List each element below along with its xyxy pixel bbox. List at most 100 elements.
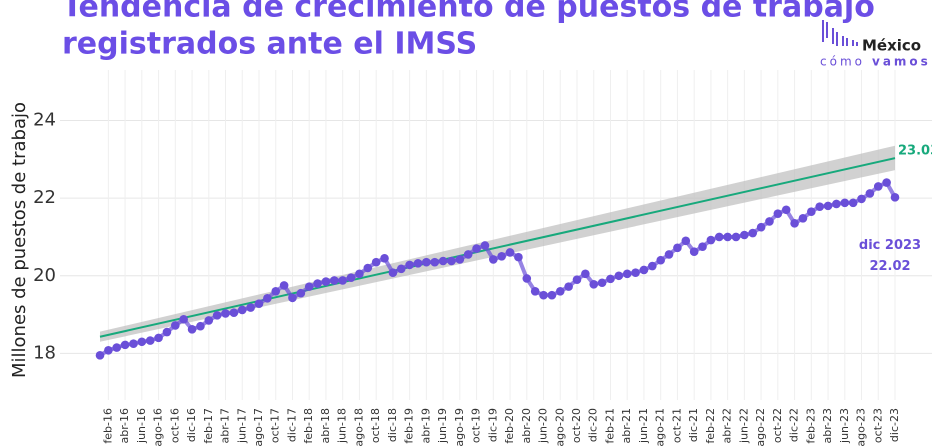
data-point bbox=[865, 189, 875, 198]
data-point bbox=[555, 286, 565, 296]
data-point bbox=[597, 278, 607, 288]
x-tick-label: dic-22 bbox=[788, 408, 801, 442]
data-point bbox=[798, 214, 808, 223]
data-point bbox=[221, 309, 230, 318]
data-point bbox=[313, 279, 322, 288]
data-point bbox=[489, 255, 498, 264]
data-point bbox=[698, 242, 707, 251]
x-tick-label: jun-19 bbox=[436, 408, 449, 444]
data-point bbox=[271, 286, 281, 296]
data-point bbox=[832, 199, 841, 209]
x-tick-label: feb-19 bbox=[403, 408, 416, 444]
data-point bbox=[263, 293, 272, 303]
data-point bbox=[204, 316, 214, 325]
data-point bbox=[639, 265, 649, 275]
x-tick-label: ago-20 bbox=[553, 408, 566, 447]
data-point bbox=[413, 259, 423, 268]
data-point bbox=[438, 256, 448, 266]
data-point bbox=[229, 308, 239, 317]
y-tick-label: 18 bbox=[33, 342, 56, 363]
x-tick-label: dic-21 bbox=[687, 408, 700, 442]
x-tick-label: jun-17 bbox=[235, 408, 248, 444]
x-tick-label: abr-20 bbox=[520, 408, 533, 444]
x-tick-label: ago-19 bbox=[453, 408, 466, 447]
data-point bbox=[371, 257, 381, 267]
x-tick-label: oct-18 bbox=[369, 408, 382, 443]
x-tick-label: feb-17 bbox=[202, 408, 215, 444]
data-point bbox=[873, 182, 883, 191]
data-point bbox=[622, 269, 632, 279]
x-tick-label: dic-16 bbox=[185, 408, 198, 442]
data-point bbox=[714, 232, 724, 242]
x-tick-label: dic-17 bbox=[285, 408, 298, 442]
x-tick-label: dic-20 bbox=[587, 408, 600, 442]
x-tick-label: feb-16 bbox=[101, 408, 114, 444]
last-label: 22.02 bbox=[869, 259, 910, 274]
data-point bbox=[848, 198, 858, 208]
data-point bbox=[480, 241, 490, 250]
data-point bbox=[547, 290, 557, 300]
x-tick-label: dic-19 bbox=[486, 408, 499, 442]
x-tick-label: dic-18 bbox=[386, 408, 399, 442]
x-tick-label: abr-17 bbox=[219, 408, 232, 444]
data-point bbox=[112, 343, 122, 352]
x-tick-label: jun-18 bbox=[336, 408, 349, 444]
x-tick-label: abr-18 bbox=[319, 408, 332, 444]
data-point bbox=[807, 207, 816, 217]
data-point bbox=[422, 257, 431, 267]
trend-label: 23.03 bbox=[898, 144, 932, 159]
data-point bbox=[497, 252, 506, 261]
x-tick-label: oct-23 bbox=[871, 408, 884, 443]
data-point bbox=[572, 275, 582, 284]
data-point bbox=[405, 260, 414, 270]
data-point bbox=[740, 230, 749, 240]
data-point bbox=[522, 274, 532, 283]
data-point bbox=[304, 282, 314, 291]
data-point bbox=[606, 274, 615, 284]
x-tick-label: abr-22 bbox=[721, 408, 734, 444]
data-point bbox=[823, 201, 833, 211]
data-point bbox=[648, 261, 657, 271]
data-point bbox=[681, 236, 691, 246]
x-tick-label: oct-22 bbox=[771, 408, 784, 443]
y-axis-label: Millones de puestos de trabajo bbox=[9, 102, 30, 378]
data-point bbox=[890, 193, 900, 202]
data-point bbox=[790, 219, 799, 228]
x-tick-label: jun-20 bbox=[537, 408, 550, 444]
logo-icon bbox=[822, 20, 858, 46]
x-tick-label: abr-19 bbox=[419, 408, 432, 444]
data-point bbox=[840, 198, 850, 208]
data-point bbox=[363, 263, 373, 273]
chart-title: Tendencia de crecimiento de puestos de t… bbox=[62, 0, 875, 25]
y-tick-label: 24 bbox=[33, 109, 56, 130]
data-point bbox=[706, 235, 716, 245]
data-point bbox=[815, 202, 824, 211]
data-point bbox=[154, 333, 163, 343]
x-tick-label: feb-18 bbox=[302, 408, 315, 444]
data-point bbox=[279, 281, 289, 290]
x-tick-label: abr-23 bbox=[821, 408, 834, 444]
x-tick-label: oct-17 bbox=[269, 408, 282, 443]
x-tick-label: abr-21 bbox=[620, 408, 633, 444]
data-point bbox=[212, 311, 222, 320]
data-point bbox=[380, 253, 389, 263]
data-point bbox=[187, 325, 197, 334]
x-tick-label: jun-22 bbox=[737, 408, 750, 444]
x-tick-label: ago-18 bbox=[352, 408, 365, 447]
x-tick-label: ago-22 bbox=[754, 408, 767, 447]
data-point bbox=[664, 250, 674, 259]
data-point bbox=[396, 264, 406, 274]
last-label: dic 2023 bbox=[859, 238, 921, 253]
logo-tagline: vamos bbox=[872, 55, 931, 69]
data-point bbox=[857, 194, 866, 204]
x-tick-label: abr-16 bbox=[118, 408, 131, 444]
data-point bbox=[614, 271, 624, 281]
data-point bbox=[463, 250, 473, 259]
data-point bbox=[689, 247, 699, 256]
series-line bbox=[98, 179, 897, 358]
x-tick-label: dic-23 bbox=[888, 408, 901, 442]
x-tick-label: jun-21 bbox=[637, 408, 650, 444]
data-point bbox=[355, 269, 364, 279]
data-point bbox=[589, 280, 599, 289]
